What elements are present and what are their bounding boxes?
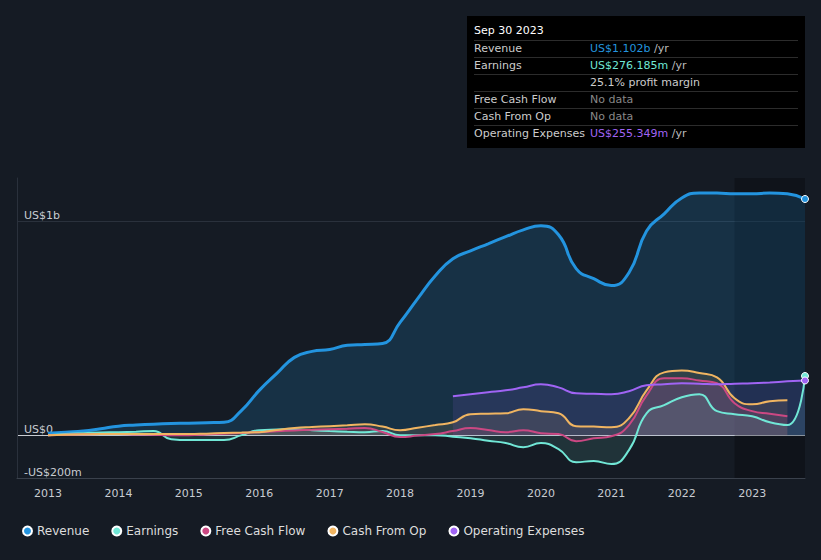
svg-text:2017: 2017 <box>316 487 344 500</box>
svg-text:2013: 2013 <box>34 487 62 500</box>
svg-text:2016: 2016 <box>245 487 273 500</box>
svg-text:Free Cash Flow: Free Cash Flow <box>215 524 305 538</box>
html-text:Cash From Op: Cash From Op <box>474 110 551 123</box>
svg-text:2014: 2014 <box>104 487 132 500</box>
svg-text:2019: 2019 <box>457 487 485 500</box>
svg-text:-US$200m: -US$200m <box>24 466 82 479</box>
svg-text:2023: 2023 <box>738 487 766 500</box>
html-text:25.1% profit margin: 25.1% profit margin <box>590 76 700 89</box>
svg-text:Cash From Op: Cash From Op <box>342 524 426 538</box>
svg-text:2021: 2021 <box>597 487 625 500</box>
html-text:US$1.102b /yr: US$1.102b /yr <box>590 42 669 55</box>
svg-text:US$1b: US$1b <box>24 209 60 222</box>
svg-text:2022: 2022 <box>668 487 696 500</box>
html-text:Earnings: Earnings <box>474 59 522 72</box>
html-text:Free Cash Flow: Free Cash Flow <box>474 93 557 106</box>
html-text:No data: No data <box>590 93 634 106</box>
svg-text:Revenue: Revenue <box>37 524 89 538</box>
svg-text:US$0: US$0 <box>24 423 53 437</box>
svg-text:2020: 2020 <box>527 487 555 500</box>
html-text:Sep 30 2023: Sep 30 2023 <box>474 24 544 37</box>
html-text:Operating Expenses: Operating Expenses <box>474 127 585 140</box>
html-text:US$276.185m /yr: US$276.185m /yr <box>590 59 687 72</box>
svg-text:2018: 2018 <box>386 487 414 500</box>
svg-text:Operating Expenses: Operating Expenses <box>463 524 584 538</box>
html-text:No data: No data <box>590 110 634 123</box>
html-text:US$255.349m /yr: US$255.349m /yr <box>590 127 687 140</box>
svg-text:2015: 2015 <box>175 487 203 500</box>
html-text:Revenue: Revenue <box>474 42 522 55</box>
svg-text:Earnings: Earnings <box>126 524 178 538</box>
